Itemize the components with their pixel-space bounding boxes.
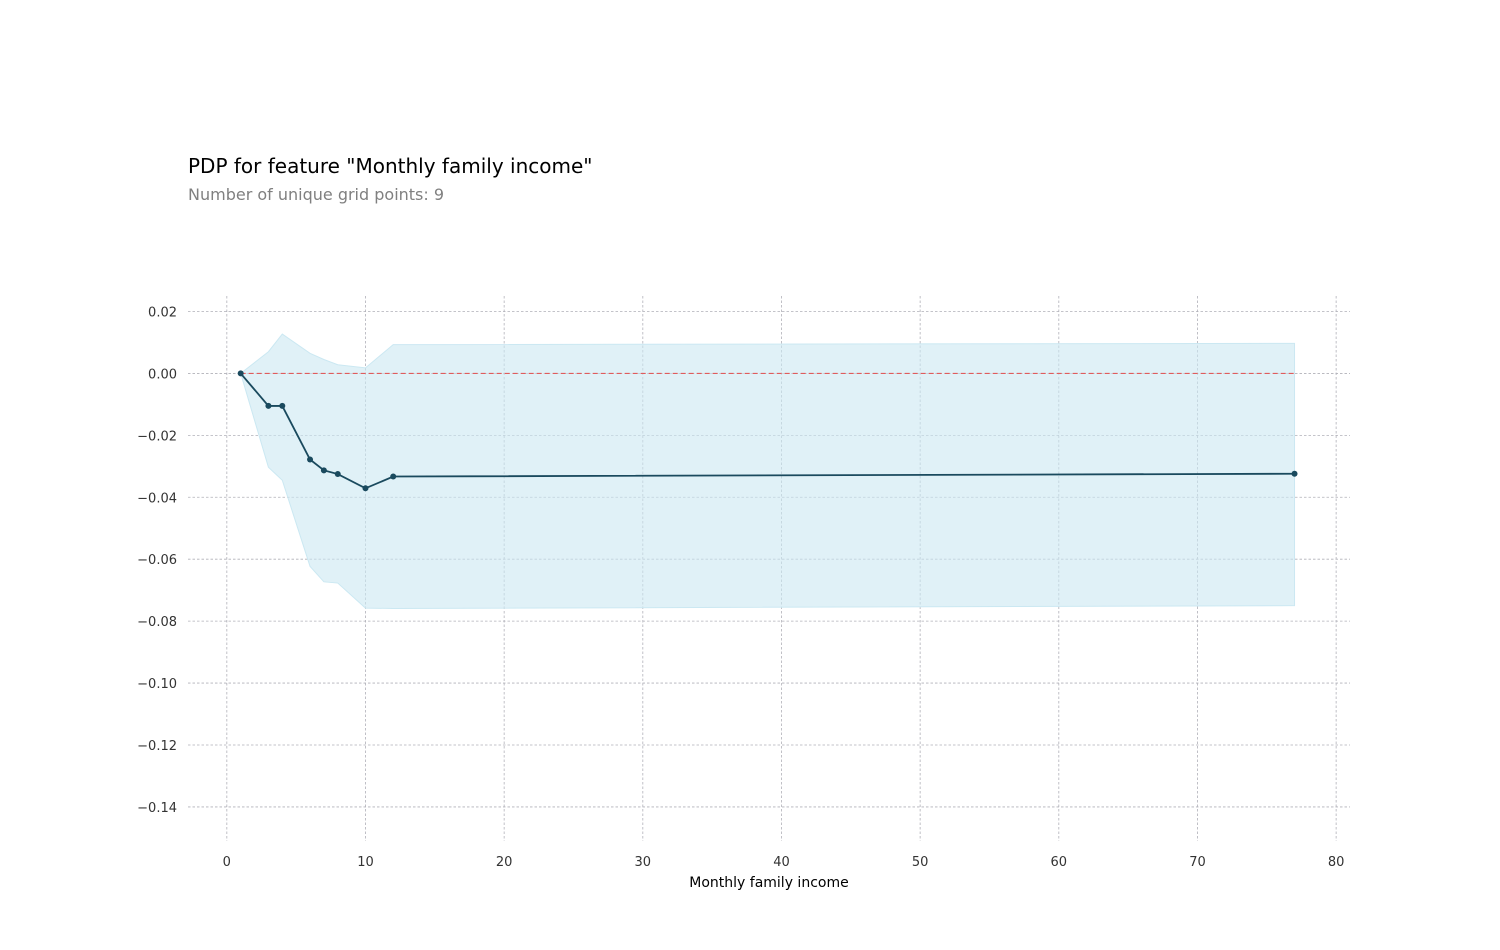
x-tick-label: 30	[635, 855, 652, 870]
y-tick-label: −0.04	[137, 491, 177, 506]
x-tick-label: 10	[357, 855, 374, 870]
chart-title: PDP for feature "Monthly family income"	[188, 154, 593, 178]
y-tick-label: −0.10	[137, 677, 177, 692]
pdp-point	[279, 402, 286, 409]
y-tick-label: −0.12	[137, 739, 177, 754]
x-tick-label: 0	[223, 855, 231, 870]
chart-subtitle: Number of unique grid points: 9	[188, 185, 445, 204]
pdp-point	[362, 485, 369, 492]
pdp-point	[390, 473, 397, 480]
pdp-point	[1291, 470, 1298, 477]
pdp-point	[320, 467, 327, 474]
pdp-points	[237, 370, 1298, 492]
pdp-point	[307, 456, 314, 463]
x-tick-label: 80	[1328, 855, 1345, 870]
y-tick-label: −0.14	[137, 801, 177, 816]
tick-labels: 0 10 20 30 40 50 60 70 80 0.02 0.00 −0.02 −0.04 −0.06…	[137, 305, 1344, 870]
x-tick-label: 40	[773, 855, 790, 870]
pdp-point	[334, 471, 341, 478]
x-tick-label: 70	[1189, 855, 1206, 870]
x-tick-label: 60	[1051, 855, 1068, 870]
pdp-point	[265, 402, 272, 409]
y-tick-label: 0.02	[148, 305, 177, 320]
y-tick-label: 0.00	[148, 367, 177, 382]
y-tick-label: −0.08	[137, 615, 177, 630]
confidence-band	[240, 333, 1296, 609]
x-axis-label: Monthly family income	[689, 875, 848, 891]
y-tick-label: −0.02	[137, 429, 177, 444]
x-tick-label: 20	[496, 855, 513, 870]
pdp-point	[237, 370, 244, 377]
x-tick-label: 50	[912, 855, 929, 870]
y-tick-label: −0.06	[137, 553, 177, 568]
